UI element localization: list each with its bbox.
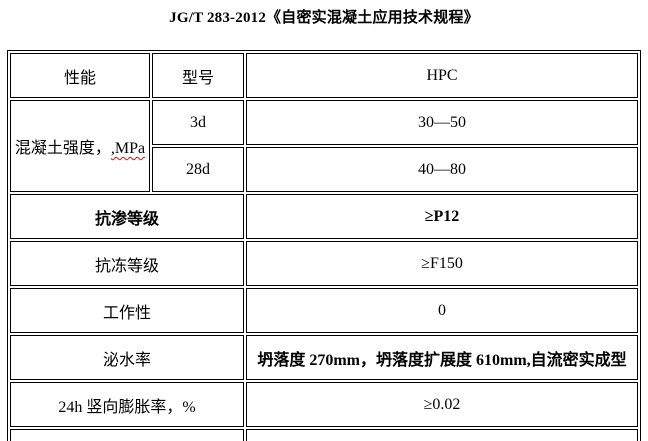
- row-value-cell: ≥0.02: [246, 382, 638, 427]
- strength-range-cell: 40—80: [246, 147, 638, 192]
- row-value-cell: ≥P12: [246, 194, 638, 239]
- row-label-cell: [10, 429, 244, 441]
- row-label-cell: 工作性: [10, 288, 244, 333]
- document-title: JG/T 283-2012《自密实混凝土应用技术规程》: [169, 10, 479, 26]
- header-cell-performance: 性能: [10, 53, 150, 98]
- row-label-cell: 24h 竖向膨胀率，%: [10, 382, 244, 427]
- table-row-bleeding-rate: 泌水率 坍落度 270mm，坍落度扩展度 610mm,自流密实成型: [10, 335, 638, 380]
- table-row-partial: [10, 429, 638, 441]
- strength-age-cell: 3d: [152, 100, 244, 145]
- table-row-strength-28d: 28d 40—80: [10, 147, 638, 192]
- header-cell-model: 型号: [152, 53, 244, 98]
- row-value-cell: ≥F150: [246, 241, 638, 286]
- table-row-impermeability: 抗渗等级 ≥P12: [10, 194, 638, 239]
- strength-label-spellcheck: ,MPa: [110, 140, 146, 157]
- table-row-strength-3d: 混凝土强度，,MPa 3d 30—50: [10, 100, 638, 192]
- row-label-cell: 抗冻等级: [10, 241, 244, 286]
- row-value-cell: 0: [246, 288, 638, 333]
- row-value-cell: 坍落度 270mm，坍落度扩展度 610mm,自流密实成型: [246, 335, 638, 380]
- table-row-vertical-expansion: 24h 竖向膨胀率，% ≥0.02: [10, 382, 638, 427]
- row-value-cell: [246, 429, 638, 441]
- row-label-cell: 泌水率: [10, 335, 244, 380]
- spec-table: 性能 型号 HPC 混凝土强度，,MPa 3d 30—50 28d 40—80 …: [7, 50, 641, 441]
- strength-age-cell: 28d: [152, 147, 244, 192]
- strength-label: 混凝土强度，: [14, 140, 111, 157]
- table-row-frost-resistance: 抗冻等级 ≥F150: [10, 241, 638, 286]
- strength-label-cell: 混凝土强度，,MPa: [10, 100, 150, 192]
- header-cell-type: HPC: [246, 53, 638, 98]
- strength-range-cell: 30—50: [246, 100, 638, 145]
- table-row-header: 性能 型号 HPC: [10, 53, 638, 98]
- row-label-cell: 抗渗等级: [10, 194, 244, 239]
- table-row-workability: 工作性 0: [10, 288, 638, 333]
